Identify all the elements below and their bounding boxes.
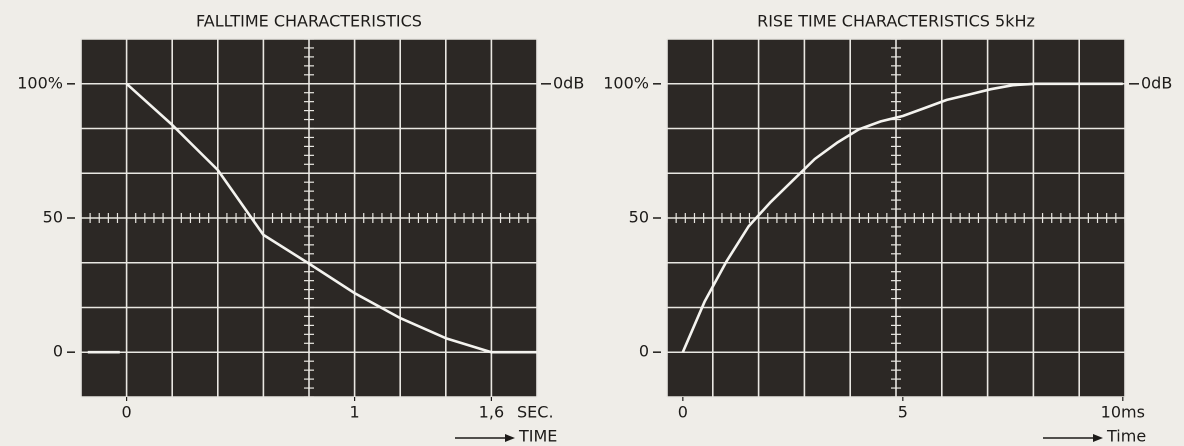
- y-tick-label: 50: [43, 208, 63, 227]
- y-tick-label: 100%: [603, 73, 649, 92]
- x-tick-label: 1,6: [479, 403, 504, 422]
- y-tick-label: 50: [629, 208, 649, 227]
- y-tick-label: 100%: [17, 73, 63, 92]
- x-axis-label: Time: [1106, 427, 1146, 446]
- x-tick-label: 0: [122, 403, 132, 422]
- y2-tick-label: 0dB: [1141, 73, 1172, 92]
- chart-title: FALLTIME CHARACTERISTICS: [196, 12, 422, 31]
- x-tick-label: 10ms: [1101, 403, 1145, 422]
- page: FALLTIME CHARACTERISTICS050100%0dB011,6S…: [0, 0, 1184, 446]
- x-unit-label: SEC.: [517, 403, 554, 422]
- chart-title: RISE TIME CHARACTERISTICS 5kHz: [757, 12, 1035, 31]
- x-arrow-head: [1093, 434, 1103, 442]
- y2-tick-label: 0dB: [553, 73, 584, 92]
- y-tick-label: 0: [639, 342, 649, 361]
- y-tick-label: 0: [53, 342, 63, 361]
- x-arrow-head: [505, 434, 515, 442]
- x-axis-label: TIME: [518, 427, 557, 446]
- x-tick-label: 0: [678, 403, 688, 422]
- x-tick-label: 5: [898, 403, 908, 422]
- x-tick-label: 1: [350, 403, 360, 422]
